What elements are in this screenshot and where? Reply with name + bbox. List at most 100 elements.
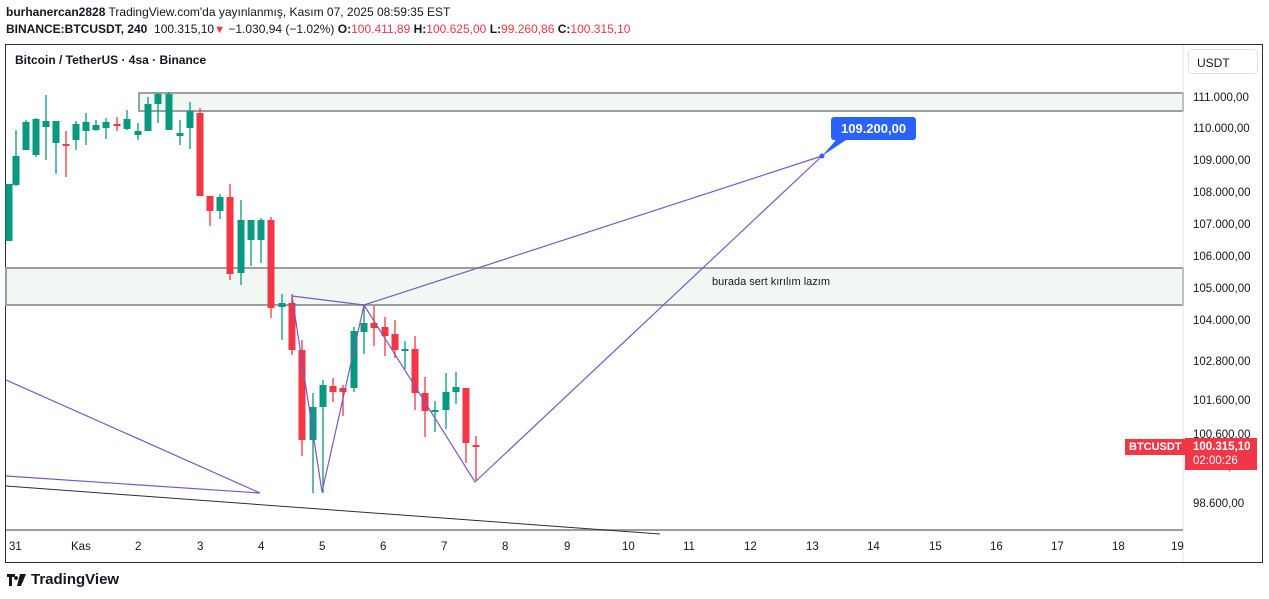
time-tick: 31 bbox=[9, 541, 22, 553]
candle bbox=[288, 303, 296, 350]
drawings bbox=[5, 155, 823, 494]
close-label: C: bbox=[557, 22, 571, 36]
price-tick: 98.600,00 bbox=[1193, 498, 1245, 510]
chart-title: Bitcoin / TetherUS · 4sa · Binance bbox=[15, 53, 207, 67]
time-tick: 6 bbox=[380, 541, 387, 553]
candle bbox=[319, 385, 327, 407]
candles bbox=[5, 92, 480, 493]
price-tick: 102.800,00 bbox=[1193, 356, 1251, 368]
target-pointer bbox=[822, 140, 846, 156]
time-tick: 19 bbox=[1171, 541, 1184, 553]
candle bbox=[5, 184, 13, 241]
time-tick: 17 bbox=[1051, 541, 1064, 553]
candle bbox=[381, 327, 389, 336]
candle bbox=[442, 392, 450, 410]
price-tick: 107.000,00 bbox=[1193, 219, 1251, 231]
time-tick: 15 bbox=[929, 541, 942, 553]
candle bbox=[360, 323, 368, 332]
tradingview-logo-icon bbox=[7, 573, 26, 586]
low-label: L: bbox=[489, 22, 502, 36]
published-text: TradingView.com'da yayınlanmış, Kasım 07… bbox=[108, 5, 451, 19]
open-value: 100.411,89 bbox=[351, 22, 411, 36]
zone-rect bbox=[138, 92, 1184, 112]
low-value: 99.260,86 bbox=[501, 22, 555, 36]
change: −1.030,94 (−1.02%) bbox=[228, 22, 335, 36]
logo-text: TradingView bbox=[31, 571, 120, 588]
candle bbox=[350, 331, 358, 388]
candle bbox=[102, 122, 110, 128]
candle bbox=[123, 119, 131, 129]
candle bbox=[278, 303, 286, 307]
candle bbox=[391, 334, 399, 350]
time-tick: 2 bbox=[135, 541, 142, 553]
triangle-drawing bbox=[5, 379, 261, 494]
candle bbox=[237, 220, 245, 273]
time-tick: 16 bbox=[990, 541, 1003, 553]
tradingview-logo[interactable]: TradingView bbox=[7, 571, 119, 588]
last-price: 100.315,10 bbox=[154, 22, 215, 36]
candle bbox=[82, 122, 90, 131]
high-label: H: bbox=[413, 22, 427, 36]
candle bbox=[267, 220, 275, 308]
candle bbox=[92, 125, 100, 130]
candle bbox=[154, 94, 162, 104]
candle bbox=[247, 220, 255, 240]
time-tick: 4 bbox=[258, 541, 265, 553]
candle bbox=[62, 144, 70, 146]
down-arrow-icon: ▼ bbox=[214, 24, 225, 36]
candle bbox=[298, 350, 306, 440]
symbol-info: BINANCE:BTCUSDT, 240 100.315,10▼ −1.030,… bbox=[6, 22, 630, 36]
candle bbox=[329, 386, 337, 392]
candle bbox=[165, 94, 173, 130]
candle bbox=[22, 122, 30, 150]
price-tick: 101.600,00 bbox=[1193, 395, 1251, 407]
author: burhanercan2828 bbox=[6, 5, 106, 19]
candle bbox=[411, 349, 419, 393]
candle bbox=[113, 124, 121, 126]
price-tick: 110.000,00 bbox=[1193, 123, 1250, 135]
time-tick: Kas bbox=[71, 541, 91, 553]
currency-button[interactable]: USDT bbox=[1188, 49, 1258, 74]
candle bbox=[462, 388, 470, 443]
candle bbox=[134, 131, 142, 135]
time-tick: 12 bbox=[744, 541, 757, 553]
high-value: 100.625,00 bbox=[426, 22, 487, 36]
candle bbox=[257, 220, 265, 240]
price-badge-countdown: 02:00:26 bbox=[1193, 455, 1238, 467]
candle bbox=[176, 133, 184, 136]
price-tick: 106.000,00 bbox=[1193, 251, 1251, 263]
candle bbox=[431, 410, 439, 412]
zone-rect bbox=[5, 267, 1184, 306]
candle bbox=[196, 113, 204, 196]
time-tick: 18 bbox=[1112, 541, 1125, 553]
pattern-drawing bbox=[291, 155, 823, 493]
price-badge: 100.315,10 02:00:26 bbox=[1185, 438, 1257, 470]
time-tick: 7 bbox=[441, 541, 448, 553]
candle bbox=[370, 323, 378, 328]
candle bbox=[206, 196, 214, 211]
symbol: BINANCE:BTCUSDT, 240 bbox=[6, 22, 148, 36]
publish-info: burhanercan2828 TradingView.com'da yayın… bbox=[6, 5, 450, 19]
candle bbox=[144, 104, 152, 131]
candle bbox=[32, 119, 40, 155]
candle bbox=[186, 111, 194, 128]
open-label: O: bbox=[337, 22, 352, 36]
price-badge-price: 100.315,10 bbox=[1193, 441, 1251, 453]
time-tick: 11 bbox=[683, 541, 695, 553]
target-price-label: 109.200,00 bbox=[831, 117, 917, 140]
candle bbox=[401, 349, 409, 351]
candle bbox=[72, 124, 80, 140]
candle bbox=[12, 156, 20, 185]
candle bbox=[52, 121, 60, 143]
candle bbox=[472, 445, 480, 447]
time-tick: 5 bbox=[319, 541, 326, 553]
annotation-note: burada sert kırılım lazım bbox=[712, 276, 830, 288]
time-tick: 3 bbox=[197, 541, 204, 553]
candle bbox=[452, 387, 460, 392]
symbol-badge: BTCUSDT bbox=[1125, 439, 1186, 455]
price-tick: 109.000,00 bbox=[1193, 155, 1251, 167]
time-tick: 10 bbox=[622, 541, 635, 553]
zones bbox=[5, 92, 1184, 306]
candle bbox=[42, 121, 50, 127]
